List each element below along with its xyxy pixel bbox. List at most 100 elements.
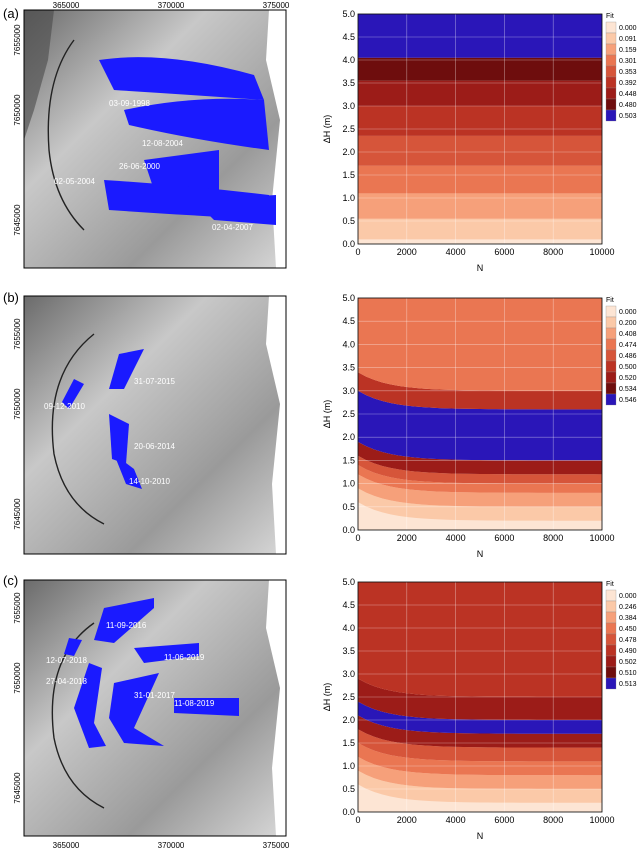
map-b: 31-07-2015 09-12-2010 20-06-2014 14-10-2… bbox=[14, 284, 304, 568]
fit-chart-svg: 0 2000 4000 6000 8000 10000 0.0 0.5 1.0 1.5 2.0 2.5… bbox=[322, 293, 637, 559]
legend-swatch bbox=[605, 54, 617, 67]
flow-label: 26-06-2000 bbox=[119, 162, 160, 171]
y-tick-label: 4.0 bbox=[342, 55, 355, 65]
caldera-rim bbox=[47, 39, 85, 231]
flow-label: 11-09-2016 bbox=[106, 621, 147, 630]
x-tick: 365000 bbox=[53, 841, 80, 850]
legend-swatch bbox=[605, 589, 617, 602]
caldera-rim bbox=[51, 333, 105, 525]
flow-label: 14-10-2010 bbox=[129, 477, 170, 486]
legend-value: 0.301 bbox=[619, 58, 637, 65]
y-axis-label: ΔH (m) bbox=[322, 400, 332, 429]
fit-band bbox=[358, 474, 602, 507]
y-axis-label: ΔH (m) bbox=[322, 115, 332, 144]
y-tick-label: 5.0 bbox=[342, 9, 355, 19]
fit-chart-b: 0 2000 4000 6000 8000 10000 0.0 0.5 1.0 1.5 2.0 2.5… bbox=[322, 284, 637, 568]
legend-value: 0.353 bbox=[619, 69, 637, 76]
y-tick-label: 1.5 bbox=[342, 170, 355, 180]
legend-value: 0.502 bbox=[619, 659, 637, 666]
x-tick-label: 2000 bbox=[397, 815, 417, 825]
y-tick-label: 4.0 bbox=[342, 623, 355, 633]
fit-band bbox=[358, 729, 602, 762]
x-axis-label: N bbox=[477, 549, 484, 559]
legend-swatch bbox=[605, 338, 617, 351]
fit-band bbox=[358, 218, 602, 240]
legend-value: 0.408 bbox=[619, 331, 637, 338]
y-tick-label: 3.5 bbox=[342, 363, 355, 373]
legend-swatch bbox=[605, 76, 617, 89]
fit-band bbox=[358, 193, 602, 219]
legend-swatch bbox=[605, 655, 617, 668]
fit-band bbox=[358, 57, 602, 81]
x-tick-label: 0 bbox=[355, 247, 360, 257]
fit-band bbox=[358, 465, 602, 493]
panel-label-b: (b) bbox=[3, 290, 19, 305]
y-tick: 7655000 bbox=[14, 592, 22, 624]
y-tick-label: 2.0 bbox=[342, 147, 355, 157]
flow-label: 31-01-2017 bbox=[134, 691, 175, 700]
x-tick-label: 4000 bbox=[446, 533, 466, 543]
y-tick-label: 5.0 bbox=[342, 293, 355, 303]
legend-swatch bbox=[605, 349, 617, 362]
x-tick-label: 10000 bbox=[589, 815, 614, 825]
flow-label: 12-07-2018 bbox=[46, 656, 87, 665]
flow-2018b bbox=[74, 663, 106, 748]
x-axis-label: N bbox=[477, 263, 484, 273]
y-tick: 7650000 bbox=[14, 388, 22, 420]
flow-label: 20-06-2014 bbox=[134, 442, 175, 451]
map-a: 03-09-1998 12-08-2004 26-06-2000 02-05-2… bbox=[14, 0, 304, 282]
legend-value: 0.450 bbox=[619, 626, 637, 633]
legend-value: 0.510 bbox=[619, 670, 637, 677]
legend-swatch bbox=[605, 305, 617, 318]
y-tick: 7655000 bbox=[14, 318, 22, 350]
flow-2014 bbox=[109, 414, 129, 464]
y-tick: 7655000 bbox=[14, 24, 22, 56]
legend-value: 0.200 bbox=[619, 320, 637, 327]
flow-2000 bbox=[144, 150, 219, 195]
legend-swatch bbox=[605, 360, 617, 373]
legend-swatch bbox=[605, 633, 617, 646]
x-tick-label: 0 bbox=[355, 815, 360, 825]
legend-value: 0.392 bbox=[619, 80, 637, 87]
x-tick-label: 8000 bbox=[543, 533, 563, 543]
y-tick-label: 0.5 bbox=[342, 502, 355, 512]
legend-swatch bbox=[605, 382, 617, 395]
shaded-relief bbox=[24, 296, 286, 554]
flow-label: 12-08-2004 bbox=[142, 139, 183, 148]
y-axis-label: ΔH (m) bbox=[322, 683, 332, 712]
x-tick-label: 8000 bbox=[543, 247, 563, 257]
y-tick-label: 1.0 bbox=[342, 193, 355, 203]
y-tick-label: 2.5 bbox=[342, 692, 355, 702]
legend-swatch bbox=[605, 65, 617, 78]
flow-2019b bbox=[174, 698, 239, 716]
legend-value: 0.159 bbox=[619, 47, 637, 54]
fit-band bbox=[358, 441, 602, 475]
x-tick-label: 10000 bbox=[589, 533, 614, 543]
legend-swatch bbox=[605, 371, 617, 384]
y-tick-label: 4.0 bbox=[342, 339, 355, 349]
fit-band bbox=[358, 743, 602, 776]
legend-swatch bbox=[605, 611, 617, 624]
flow-label: 02-04-2007 bbox=[212, 223, 253, 232]
flow-label: 27-04-2018 bbox=[46, 677, 87, 686]
legend-title: Fit bbox=[606, 297, 614, 304]
y-tick-label: 4.5 bbox=[342, 32, 355, 42]
legend-swatch bbox=[605, 393, 617, 406]
panel-label-c: (c) bbox=[3, 573, 19, 588]
y-tick-label: 3.0 bbox=[342, 669, 355, 679]
flow-2004a bbox=[124, 98, 269, 150]
y-tick-label: 1.0 bbox=[342, 761, 355, 771]
legend-value: 0.000 bbox=[619, 25, 637, 32]
y-tick-label: 0.5 bbox=[342, 216, 355, 226]
fit-band bbox=[358, 14, 602, 58]
legend-swatch bbox=[605, 43, 617, 56]
y-tick-label: 2.5 bbox=[342, 409, 355, 419]
legend-value: 0.546 bbox=[619, 397, 637, 404]
y-tick: 7645000 bbox=[14, 498, 22, 530]
fit-chart-svg: 0 2000 4000 6000 8000 10000 0.0 0.5 1.0 1.5 2.0 2.5… bbox=[322, 577, 637, 841]
flow-2017 bbox=[109, 673, 164, 746]
legend-value: 0.091 bbox=[619, 36, 637, 43]
fit-band bbox=[358, 165, 602, 194]
y-tick-label: 4.5 bbox=[342, 316, 355, 326]
flow-label: 03-09-1998 bbox=[109, 99, 150, 108]
